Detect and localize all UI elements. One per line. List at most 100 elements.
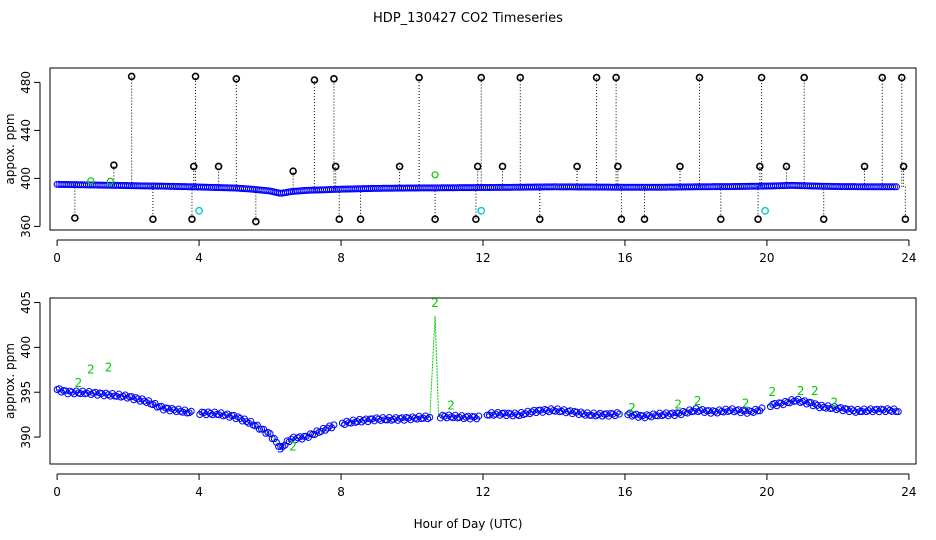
top-low-spike-point [188, 215, 196, 223]
bottom-blue-point [673, 409, 681, 417]
top-low-spike-point [901, 215, 910, 223]
top-mid-spike-point [860, 162, 869, 171]
bottom-blue-point [324, 424, 332, 432]
bottom-label-2: 2 [431, 296, 439, 310]
top-x-tick-label: 0 [53, 251, 61, 265]
bottom-blue-point [839, 407, 847, 415]
bottom-blue-point [185, 409, 193, 417]
bottom-blue-point [243, 418, 251, 426]
bottom-blue-point [330, 421, 338, 429]
bottom-x-tick-label: 12 [475, 485, 490, 499]
top-low-spike-point [535, 215, 544, 223]
top-high-spike-point [878, 73, 887, 82]
top-y-tick-label: 440 [19, 119, 33, 142]
bottom-label-2: 2 [797, 384, 805, 398]
bottom-blue-point [507, 410, 515, 418]
bottom-blue-point [238, 417, 246, 425]
bottom-label-2: 2 [768, 385, 776, 399]
bottom-blue-point [366, 415, 374, 423]
top-mid-spike-point [289, 167, 297, 175]
bottom-blue-point [309, 430, 317, 438]
bottom-blue-point [245, 419, 253, 427]
top-high-spike-point [232, 75, 241, 83]
top-green-point [106, 177, 114, 185]
x-axis-label: Hour of Day (UTC) [414, 517, 523, 531]
bottom-blue-point [758, 404, 766, 412]
bottom-label-3: 3 [277, 441, 285, 455]
bottom-label-2: 2 [447, 398, 455, 412]
top-high-spike-point [415, 73, 423, 82]
bottom-x-tick-label: 24 [901, 485, 916, 499]
bottom-blue-point [809, 402, 817, 410]
top-x-tick-label: 12 [475, 251, 490, 265]
bottom-blue-point [275, 442, 283, 450]
bottom-blue-point [234, 413, 242, 421]
bottom-blue-point [321, 426, 329, 434]
bottom-blue-point [187, 407, 195, 415]
bottom-blue-point [803, 400, 811, 408]
top-plot-frame [49, 67, 917, 231]
bottom-label-2: 2 [105, 361, 113, 375]
bottom-y-tick-label: 390 [19, 426, 33, 449]
top-blue-point [889, 183, 897, 191]
top-low-spike-point [754, 215, 762, 223]
bottom-blue-point [390, 415, 398, 423]
top-y-tick-label: 400 [19, 167, 33, 190]
top-mid-spike-point [498, 162, 507, 171]
top-high-spike-point [330, 75, 338, 83]
bottom-label-2: 2 [831, 396, 839, 410]
top-low-spike-point [252, 217, 260, 226]
top-high-spike-point [898, 73, 906, 82]
top-mid-spike-point [756, 162, 764, 171]
top-mid-spike-point [614, 162, 622, 171]
top-cyan-point [477, 206, 486, 215]
bottom-label-2: 2 [289, 440, 297, 454]
bottom-blue-point [258, 425, 266, 433]
top-y-tick-label: 480 [19, 71, 33, 94]
bottom-blue-point [752, 405, 760, 413]
bottom-blue-point [130, 396, 138, 404]
bottom-blue-point [811, 400, 819, 408]
bottom-label-2: 2 [742, 396, 750, 410]
bottom-blue-point [568, 410, 576, 418]
top-mid-spike-point [573, 162, 581, 171]
bottom-blue-point [892, 408, 900, 416]
bottom-blue-point [426, 413, 434, 421]
top-green-point [87, 177, 95, 185]
bottom-blue-point [660, 411, 668, 419]
top-mid-spike-point [189, 162, 198, 171]
top-mid-spike-point [331, 162, 340, 171]
top-mid-spike-point [473, 162, 482, 171]
bottom-blue-point [253, 421, 261, 429]
bottom-x-tick-label: 8 [337, 485, 345, 499]
top-low-spike-point [149, 215, 157, 223]
bottom-x-tick-label: 0 [53, 485, 61, 499]
bottom-blue-point [300, 432, 308, 440]
bottom-y-axis-label: approx. ppm [3, 343, 17, 419]
bottom-y-tick-label: 405 [19, 291, 33, 314]
bottom-label-2: 2 [87, 362, 95, 376]
bottom-blue-point [813, 401, 821, 409]
bottom-blue-point [313, 427, 321, 435]
bottom-blue-point [232, 415, 240, 423]
bottom-label-2: 2 [674, 397, 682, 411]
bottom-blue-point [226, 413, 234, 421]
bottom-x-tick-label: 20 [759, 485, 774, 499]
bottom-blue-point [353, 418, 361, 426]
bottom-plot-frame [49, 297, 917, 465]
top-blue-point [892, 183, 900, 191]
bottom-blue-point [138, 395, 146, 403]
bottom-blue-point [160, 406, 168, 414]
top-low-spike-point [716, 215, 725, 223]
top-x-tick-label: 24 [901, 251, 916, 265]
top-high-spike-point [592, 73, 601, 82]
bottom-blue-point [775, 399, 783, 407]
top-low-spike-point [431, 215, 439, 223]
bottom-blue-point [686, 406, 694, 414]
bottom-blue-point [281, 441, 289, 449]
bottom-blue-point [326, 422, 334, 430]
bottom-label-2: 2 [811, 384, 819, 398]
bottom-blue-point [136, 397, 144, 405]
